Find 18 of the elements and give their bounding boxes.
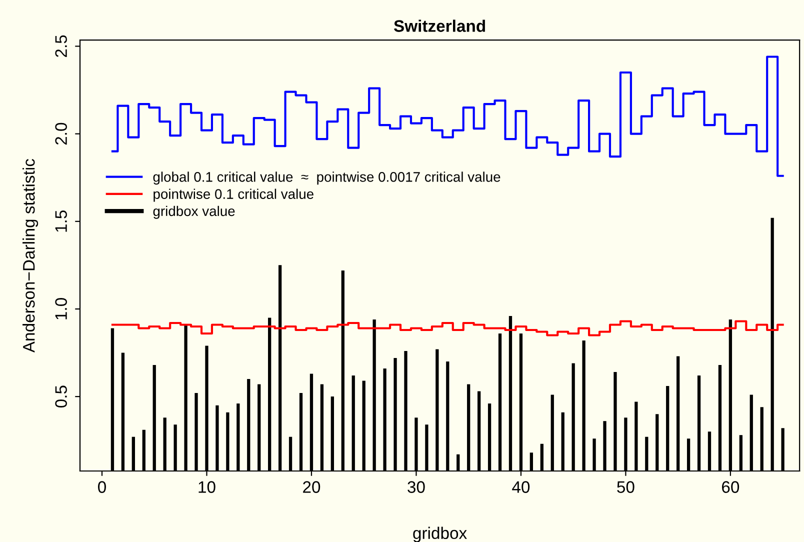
x-tick-label: 50 xyxy=(617,481,634,493)
x-tick-label: 10 xyxy=(198,481,216,493)
x-tick-label: 60 xyxy=(722,481,740,493)
y-axis-title: Anderson−Darling statistic xyxy=(22,158,38,353)
x-tick-label: 40 xyxy=(512,481,530,493)
chart-title: Switzerland xyxy=(394,20,485,32)
x-tick-label: 0 xyxy=(98,481,106,493)
legend-label: gridbox value xyxy=(153,206,235,219)
x-axis-title: gridbox xyxy=(413,526,467,542)
y-tick-label: 2.0 xyxy=(55,122,67,145)
legend-label: global 0.1 critical value ≈ pointwise 0.0017 critical value xyxy=(153,172,500,185)
y-tick-label: 1.0 xyxy=(55,298,67,320)
y-tick-label: 2.5 xyxy=(55,35,67,57)
legend-label: pointwise 0.1 critical value xyxy=(154,188,314,202)
y-tick-label: 1.5 xyxy=(55,210,67,232)
x-tick-label: 30 xyxy=(408,481,425,493)
y-tick-label: 0.5 xyxy=(55,386,67,408)
x-tick-label: 20 xyxy=(303,481,320,493)
